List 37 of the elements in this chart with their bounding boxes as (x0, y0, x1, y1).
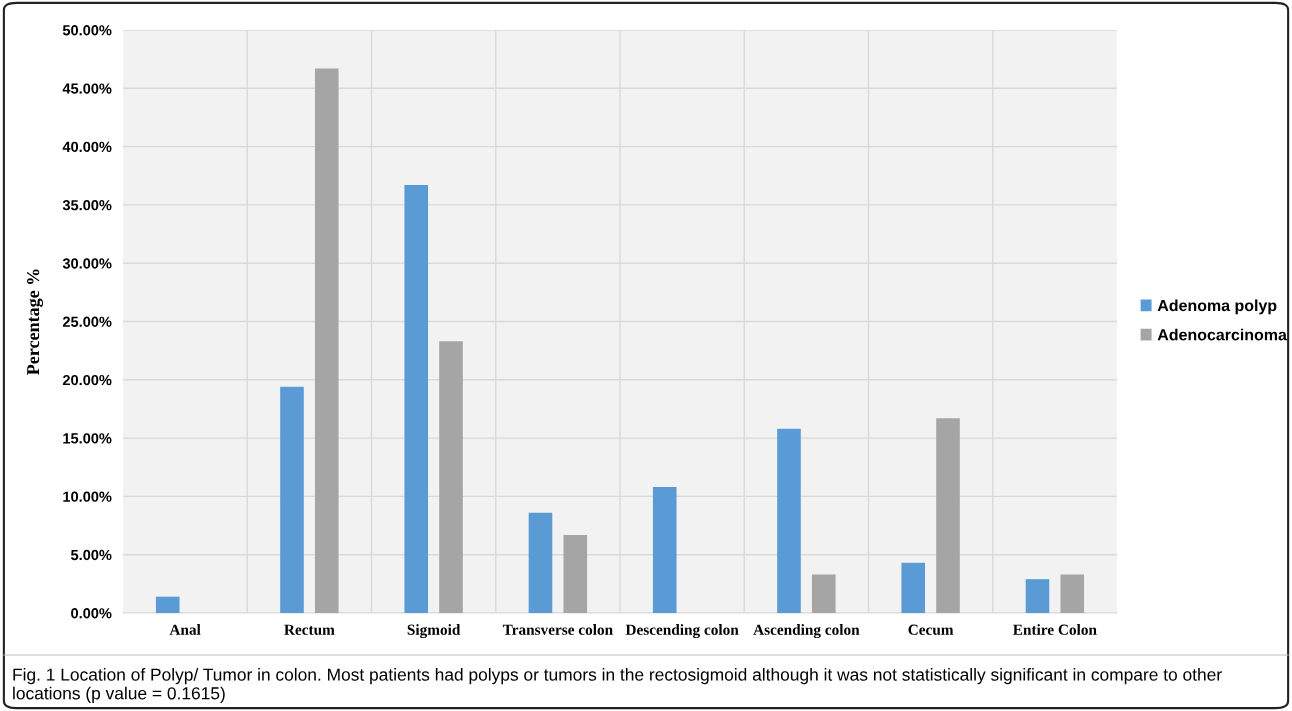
x-tick-label: Cecum (908, 624, 954, 635)
y-tick-label: 20.00% (62, 374, 112, 386)
y-tick-label: 45.00% (62, 83, 112, 94)
caption: Fig. 1 Location of Polyp/ Tumor in colon. Most patients had polyps or tumors in the rectosigmoid although it was not statistically significant in compare to other locations (p value = 0.1615) (13, 668, 1222, 703)
bar (1060, 574, 1085, 613)
y-tick-label: 5.00% (70, 549, 112, 561)
bar (404, 185, 429, 613)
bar (936, 418, 960, 613)
x-tick-label: Ascending colon (753, 624, 860, 639)
bar (901, 562, 926, 613)
x-tick-label: Descending colon (625, 624, 739, 639)
y-tick-label: 25.00% (62, 316, 112, 327)
y-tick-label: 40.00% (62, 141, 112, 153)
bar (528, 512, 553, 613)
bar (777, 428, 801, 613)
bar (314, 68, 339, 613)
y-tick-label: 50.00% (62, 25, 112, 36)
x-tick-label: Rectum (284, 624, 335, 635)
y-tick-label: 10.00% (63, 491, 112, 502)
legend-label: Adenocarcinoma (1157, 328, 1287, 341)
y-axis-title: Percentage % (26, 269, 43, 375)
y-tick-label: 0.00% (71, 608, 112, 619)
y-tick-label: 15.00% (63, 433, 112, 444)
x-tick-label: Anal (169, 624, 201, 635)
bar (811, 574, 836, 613)
bar (280, 386, 304, 613)
legend-label: Adenoma polyp (1157, 299, 1277, 315)
y-tick-label: 30.00% (62, 258, 112, 269)
bar (439, 341, 463, 613)
bar (652, 487, 677, 613)
bar (563, 534, 588, 613)
bar (155, 596, 180, 613)
bar (1025, 579, 1050, 613)
y-tick-label: 35.00% (62, 200, 112, 211)
x-tick-label: Transverse colon (502, 624, 613, 635)
x-tick-label: Entire Colon (1013, 624, 1097, 635)
x-tick-label: Sigmoid (407, 624, 461, 639)
